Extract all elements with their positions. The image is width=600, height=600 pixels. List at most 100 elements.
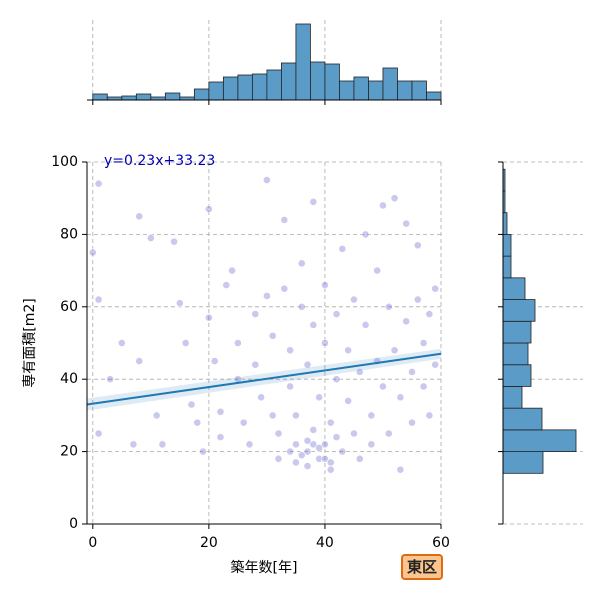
scatter-point xyxy=(239,418,248,427)
scatter-point xyxy=(326,465,335,474)
district-badge: 東区 xyxy=(401,554,443,580)
histogram-bar xyxy=(368,80,384,101)
histogram-bar xyxy=(502,233,512,257)
scatter-point xyxy=(396,465,405,474)
histogram-bar xyxy=(502,212,508,235)
scatter-point xyxy=(321,454,329,463)
histogram-bar xyxy=(310,61,326,101)
scatter-point xyxy=(309,440,318,449)
x-axis-label: 築年数[年] xyxy=(231,560,298,576)
scatter-point xyxy=(332,433,341,442)
scatter-point xyxy=(309,197,318,206)
scatter-point xyxy=(88,248,97,257)
y-tick-label: 60 xyxy=(60,299,78,315)
scatter-point xyxy=(216,433,225,442)
histogram-bar xyxy=(411,80,427,101)
scatter-point xyxy=(402,317,411,326)
scatter-point xyxy=(106,375,115,384)
histogram-bar xyxy=(502,386,523,409)
scatter-point xyxy=(268,331,277,340)
x-tick-label: 0 xyxy=(88,535,97,551)
scatter-point xyxy=(129,440,138,449)
histogram-bar xyxy=(237,74,253,101)
scatter-point xyxy=(413,241,422,250)
scatter-point xyxy=(355,454,364,463)
x-tick-label: 20 xyxy=(200,535,218,551)
scatter-point xyxy=(94,429,103,438)
histogram-bar xyxy=(164,92,181,101)
scatter-point xyxy=(419,339,428,347)
histogram-bar xyxy=(222,76,239,101)
histogram-bar xyxy=(193,88,210,101)
scatter-point xyxy=(338,447,347,456)
scatter-point xyxy=(146,234,155,242)
scatter-point xyxy=(431,284,440,293)
scatter-point xyxy=(326,418,335,427)
scatter-point xyxy=(263,176,271,184)
scatter-point xyxy=(303,447,312,456)
scatter-point xyxy=(367,440,376,449)
scatter-point xyxy=(402,219,411,228)
scatter-point xyxy=(315,444,324,452)
y-axis-label: 専有面積[m2] xyxy=(22,298,38,387)
scatter-point xyxy=(251,360,260,369)
scatter-point xyxy=(355,368,364,376)
scatter-point xyxy=(303,360,312,369)
histogram-bar xyxy=(502,277,526,300)
histogram-bar xyxy=(121,95,137,101)
scatter-point xyxy=(286,447,295,456)
y-tick-label: 40 xyxy=(60,371,78,387)
histogram-bar xyxy=(382,67,398,101)
scatter-point xyxy=(332,310,341,318)
scatter-point xyxy=(315,454,324,463)
histogram-bar xyxy=(502,299,536,322)
scatter-point xyxy=(419,382,428,391)
scatter-point xyxy=(117,339,126,347)
histogram-bar xyxy=(502,451,544,474)
scatter-point xyxy=(408,418,416,427)
scatter-point xyxy=(222,281,231,289)
scatter-point xyxy=(204,313,213,322)
histogram-bar xyxy=(251,73,268,101)
histogram-bar xyxy=(339,80,355,101)
y-tick-label: 80 xyxy=(60,226,78,242)
scatter-point xyxy=(274,429,283,438)
histogram-bar xyxy=(502,320,532,344)
scatter-point xyxy=(297,259,306,268)
histogram-bar xyxy=(266,69,282,101)
scatter-point xyxy=(181,339,190,347)
scatter-point xyxy=(344,397,353,405)
scatter-point xyxy=(228,266,236,275)
scatter-point xyxy=(297,451,306,460)
histogram-bar xyxy=(502,429,577,453)
scatter-point xyxy=(309,320,318,329)
scatter-point xyxy=(309,425,318,434)
scatter-point xyxy=(297,302,306,311)
scatter-point xyxy=(257,393,265,402)
scatter-point xyxy=(268,411,277,420)
scatter-point xyxy=(303,436,312,445)
scatter-point xyxy=(193,418,202,427)
histogram-bar xyxy=(502,364,532,387)
regression-line xyxy=(86,352,442,406)
scatter-point xyxy=(187,400,196,409)
histogram-bar xyxy=(426,91,442,101)
scatter-point xyxy=(274,454,283,463)
scatter-point xyxy=(361,320,370,329)
histogram-bar xyxy=(502,255,512,279)
scatter-point xyxy=(245,440,254,449)
y-tick-label: 0 xyxy=(69,516,78,532)
scatter-point xyxy=(135,357,144,365)
scatter-point xyxy=(326,458,335,467)
scatter-point xyxy=(315,393,324,402)
scatter-point xyxy=(170,237,178,246)
scatter-point xyxy=(361,230,370,239)
y-tick-label: 100 xyxy=(51,154,78,170)
scatter-point xyxy=(379,382,387,391)
scatter-point xyxy=(413,295,422,304)
scatter-point xyxy=(350,295,358,304)
scatter-point xyxy=(321,281,329,289)
scatter-point xyxy=(344,346,353,355)
scatter-point xyxy=(94,179,103,188)
